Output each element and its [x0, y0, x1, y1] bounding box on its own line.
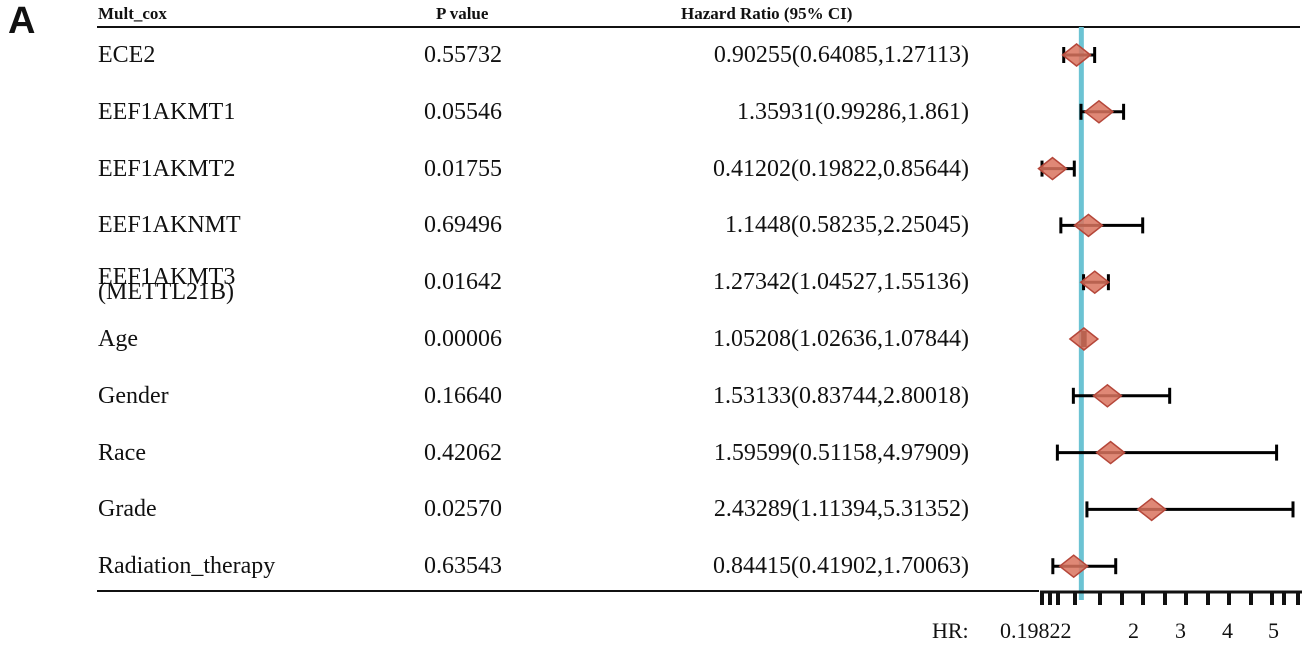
row-p-value: 0.69496: [424, 212, 502, 239]
hr-point-marker: [1095, 440, 1126, 465]
header-name: Mult_cox: [98, 4, 167, 23]
table-row: Radiation_therapy 0.63543 0.84415(0.41902,…: [0, 546, 1309, 586]
row-p-value: 0.63543: [424, 553, 502, 580]
hr-point-marker: [1083, 99, 1115, 124]
x-axis-tick-label: 4: [1222, 618, 1233, 643]
table-row: Race 0.42062 1.59599(0.51158,4.97909): [0, 433, 1309, 473]
row-p-value: 0.00006: [424, 326, 502, 352]
row-p-value: 0.01755: [424, 155, 502, 182]
row-p-value: 0.55732: [424, 42, 502, 68]
x-axis-prefix-label: HR:: [932, 618, 969, 643]
hr-point-marker: [1061, 43, 1092, 67]
top-rule: [97, 26, 1300, 28]
table-row: Age 0.00006 1.05208(1.02636,1.07844): [0, 319, 1309, 359]
hr-point-marker: [1068, 327, 1100, 351]
hr-point-marker: [1037, 156, 1068, 181]
row-variable-name: Race: [98, 439, 146, 466]
row-p-value: 0.05546: [424, 98, 502, 125]
row-variable-name: EEF1AKMT2: [98, 155, 236, 182]
table-row: Grade 0.02570 2.43289(1.11394,5.31352): [0, 489, 1309, 529]
x-axis-tick-label: 2: [1128, 618, 1139, 643]
row-hazard-ratio-text: 2.43289(1.11394,5.31352): [713, 496, 969, 523]
row-hazard-ratio-text: 1.1448(0.58235,2.25045): [725, 212, 969, 239]
row-variable-name: ECE2: [98, 42, 156, 68]
row-p-value: 0.16640: [424, 382, 502, 409]
x-axis-tick-label: 0.19822: [1000, 618, 1072, 643]
row-p-value: 0.02570: [424, 496, 502, 523]
x-axis-tick-label: 5: [1268, 618, 1279, 643]
header-hazard-ratio: Hazard Ratio (95% CI): [681, 4, 853, 23]
hr-point-marker: [1058, 554, 1089, 579]
row-variable-name: EEF1AKMT1: [98, 98, 236, 125]
hr-point-marker: [1136, 497, 1167, 522]
row-variable-name: Age: [98, 326, 138, 352]
row-hazard-ratio-text: 0.84415(0.41902,1.70063): [713, 553, 969, 580]
row-hazard-ratio-text: 0.90255(0.64085,1.27113): [713, 42, 969, 68]
hr-point-marker: [1073, 213, 1104, 238]
row-hazard-ratio-text: 1.27342(1.04527,1.55136): [713, 269, 969, 296]
hr-point-marker: [1092, 383, 1123, 408]
table-row: EEF1AKMT2 0.01755 0.41202(0.19822,0.85644): [0, 149, 1309, 189]
x-axis-tick-label: 3: [1175, 618, 1186, 643]
table-row: EEF1AKMT1 0.05546 1.35931(0.99286,1.861): [0, 92, 1309, 132]
row-hazard-ratio-text: 1.53133(0.83744,2.80018): [713, 382, 969, 409]
row-variable-name: Grade: [98, 496, 157, 523]
row-variable-name: Gender: [98, 382, 169, 409]
row-hazard-ratio-text: 1.59599(0.51158,4.97909): [713, 439, 969, 466]
row-p-value: 0.42062: [424, 439, 502, 466]
panel-label: A: [8, 0, 36, 42]
table-row: Gender 0.16640 1.53133(0.83744,2.80018): [0, 376, 1309, 416]
row-hazard-ratio-text: 1.05208(1.02636,1.07844): [713, 326, 969, 352]
hr-point-marker: [1079, 270, 1110, 295]
row-variable-name: EEF1AKMT3: [98, 264, 236, 291]
row-p-value: 0.01642: [424, 269, 502, 296]
header-p-value: P value: [436, 4, 489, 23]
row-variable-name: EEF1AKNMT: [98, 212, 241, 239]
row-hazard-ratio-text: 0.41202(0.19822,0.85644): [713, 155, 969, 182]
table-row: EEF1AKMT3 (METTL21B) 0.01642 1.27342(1.0452…: [0, 262, 1309, 306]
row-hazard-ratio-text: 1.35931(0.99286,1.861): [737, 98, 969, 125]
table-row: ECE2 0.55732 0.90255(0.64085,1.27113): [0, 35, 1309, 75]
table-row: EEF1AKNMT 0.69496 1.1448(0.58235,2.25045): [0, 205, 1309, 245]
row-variable-name: Radiation_therapy: [98, 553, 276, 580]
bottom-rule: [97, 590, 1039, 592]
row-variable-name-line2: (METTL21B): [98, 279, 234, 306]
